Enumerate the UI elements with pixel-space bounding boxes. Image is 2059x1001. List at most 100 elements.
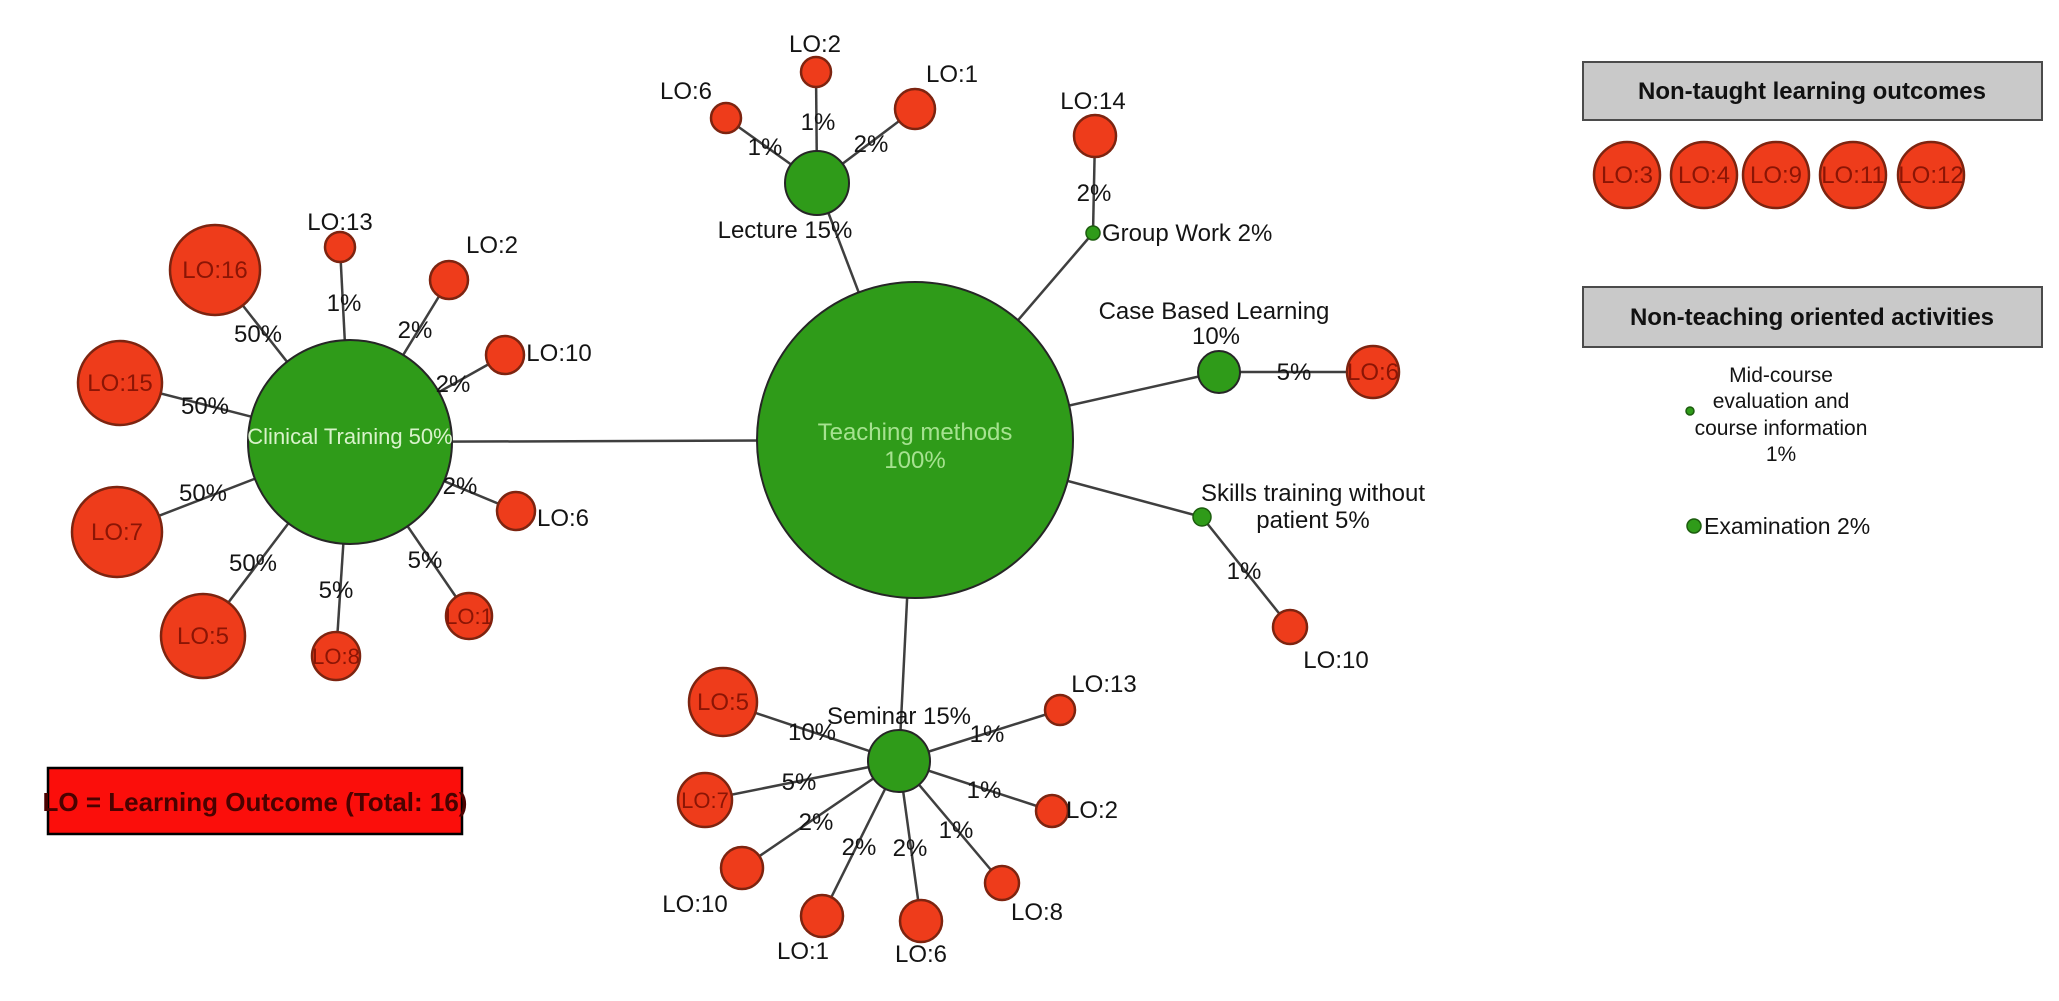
lo-node-circle (70, 485, 164, 579)
lo-node-label: LO:1 (777, 938, 829, 965)
lo-node-circle (1669, 140, 1739, 210)
lo-node-label: LO:7 (91, 519, 143, 546)
lo-node-circle (484, 334, 526, 376)
edge-percent-label: 2% (893, 835, 928, 862)
edge-percent-label: 5% (1277, 359, 1312, 386)
lo-node-circle (159, 592, 247, 680)
teaching-methods-circle (756, 281, 1074, 599)
lo-node-circle (428, 259, 470, 301)
lecture-label: Lecture 15% (718, 217, 853, 244)
lo-node-label: LO:2 (466, 232, 518, 259)
edge-percent-label: 1% (327, 290, 362, 317)
edge-percent-label: 2% (436, 371, 471, 398)
examination-dot (1686, 518, 1702, 534)
lo-node-circle (1034, 793, 1070, 829)
seminar-label: Seminar 15% (827, 703, 971, 730)
lo-node-label: LO:4 (1678, 162, 1730, 189)
lo-node-circle (168, 223, 262, 317)
lo-node-label: LO:3 (1601, 162, 1653, 189)
case-based-learning-title: Case Based Learning (1099, 298, 1330, 325)
lo-node-circle (898, 898, 944, 944)
examination-label: Examination 2% (1704, 513, 1870, 539)
non-teaching-legend-title: Non-teaching oriented activities (1630, 304, 1994, 331)
edge-percent-label: 2% (854, 131, 889, 158)
edge-percent-label: 50% (181, 393, 229, 420)
edge-percent-label: 5% (408, 547, 443, 574)
lo-node-label: LO:6 (537, 505, 589, 532)
edge-percent-label: 2% (842, 834, 877, 861)
edge-line (1201, 516, 1291, 628)
lo-node-circle (1271, 608, 1309, 646)
case-based-learning-circle (1197, 350, 1241, 394)
case-based-learning-pct: 10% (1192, 323, 1240, 350)
lo-node-label: LO:16 (182, 257, 247, 284)
edge-line (704, 759, 900, 802)
edge-percent-label: 10% (788, 719, 836, 746)
lo-node-label: LO:1 (445, 604, 493, 629)
lo-node-label: LO:11 (1821, 162, 1885, 189)
edge-percent-label: 1% (970, 721, 1005, 748)
lo-node-label: LO:12 (1898, 162, 1963, 189)
edge-percent-label: 1% (748, 134, 783, 161)
lo-definition-note-text: LO = Learning Outcome (Total: 16) (43, 787, 468, 817)
teaching-methods-label-line2: 100% (884, 447, 945, 474)
edge-percent-label: 50% (229, 550, 277, 577)
group-work-label: Group Work 2% (1102, 220, 1272, 247)
edge-percent-label: 50% (179, 480, 227, 507)
non-teaching-legend-box (1582, 286, 2043, 348)
lo-node-label: LO:1 (926, 61, 978, 88)
lo-node-label: LO:7 (681, 788, 729, 813)
skills-training-label-line1: Skills training without (1201, 480, 1425, 507)
non-taught-legend-box (1582, 61, 2043, 121)
teaching-methods-label-line1: Teaching methods (818, 419, 1013, 446)
lo-node-label: LO:10 (526, 340, 591, 367)
mid-course-line2: evaluation and (1713, 390, 1850, 413)
lo-node-circle (310, 630, 362, 682)
lo-node-label: LO:10 (1303, 647, 1368, 674)
edge-percent-label: 1% (967, 777, 1002, 804)
lo-node-circle (323, 230, 357, 264)
lo-node-circle (444, 591, 494, 641)
mid-course-line3: course information (1695, 417, 1868, 440)
seminar-circle (867, 729, 931, 793)
lo-node-label: LO:8 (312, 644, 360, 669)
skills-training-dot (1192, 507, 1212, 527)
lo-node-circle (676, 771, 734, 829)
lo-node-circle (76, 339, 164, 427)
edge-percent-label: 1% (801, 109, 836, 136)
edge-percent-label: 2% (443, 473, 478, 500)
lo-node-label: LO:15 (87, 370, 152, 397)
lo-node-label: LO:14 (1060, 88, 1125, 115)
lo-node-label: LO:5 (697, 689, 749, 716)
lo-node-label: LO:2 (789, 31, 841, 58)
lo-node-label: LO:6 (660, 78, 712, 105)
lo-node-label: LO:6 (895, 941, 947, 968)
edge-percent-label: 1% (1227, 558, 1262, 585)
lo-node-circle (1818, 140, 1888, 210)
lo-node-circle (1592, 140, 1662, 210)
lo-node-label: LO:10 (662, 891, 727, 918)
lo-node-circle (1896, 140, 1966, 210)
lo-node-circle (709, 101, 743, 135)
edge-percent-label: 2% (799, 809, 834, 836)
lo-node-circle (1043, 693, 1077, 727)
lo-definition-note-box (46, 766, 464, 836)
skills-training-label-line2: patient 5% (1256, 507, 1369, 534)
edge-percent-label: 5% (782, 769, 817, 796)
lo-node-circle (893, 87, 937, 131)
lo-node-circle (687, 666, 759, 738)
node-circles (70, 55, 1401, 944)
lo-node-label: LO:6 (1347, 359, 1399, 386)
edge-percent-label: 1% (939, 817, 974, 844)
mid-course-line4: 1% (1766, 443, 1796, 466)
lo-node-circle (495, 490, 537, 532)
lo-node-circle (1072, 113, 1118, 159)
clinical-training-label: Clinical Training 50% (247, 424, 452, 449)
lo-node-label: LO:13 (1071, 671, 1136, 698)
lo-node-label: LO:8 (1011, 899, 1063, 926)
edge-percent-label: 2% (398, 317, 433, 344)
lo-node-label: LO:2 (1066, 797, 1118, 824)
lo-node-label: LO:9 (1750, 162, 1802, 189)
edge-percent-label: 50% (234, 321, 282, 348)
